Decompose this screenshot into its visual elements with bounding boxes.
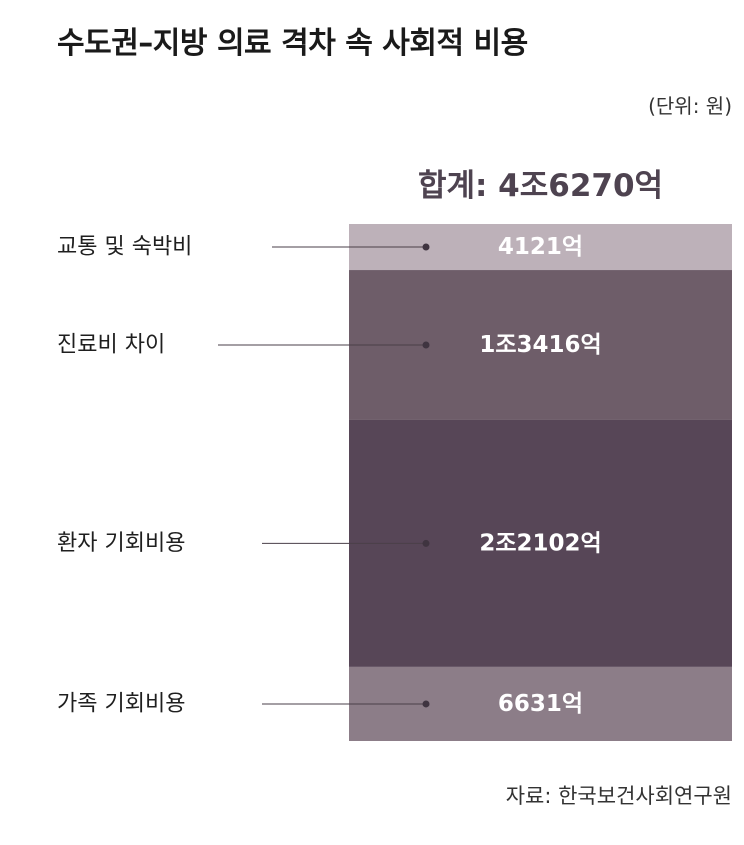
chart-title: 수도권–지방 의료 격차 속 사회적 비용 xyxy=(57,26,528,61)
unit-label: (단위: 원) xyxy=(648,94,732,118)
total-label: 합계: 4조6270억 xyxy=(417,168,664,204)
segment-value-label: 6631억 xyxy=(498,691,583,717)
segment-value-label: 1조3416억 xyxy=(479,332,601,358)
leader-dot xyxy=(422,243,430,251)
source-label: 자료: 한국보건사회연구원 xyxy=(505,784,732,808)
category-label: 교통 및 숙박비 xyxy=(57,235,192,260)
category-label: 진료비 차이 xyxy=(57,332,165,357)
leader-dot xyxy=(422,341,430,349)
category-label: 환자 기회비용 xyxy=(57,531,185,556)
category-label: 가족 기회비용 xyxy=(57,691,185,716)
leader-dot xyxy=(422,700,430,708)
segment-value-label: 2조2102억 xyxy=(479,530,601,556)
leader-dot xyxy=(422,539,430,547)
segment-value-label: 4121억 xyxy=(498,234,583,260)
